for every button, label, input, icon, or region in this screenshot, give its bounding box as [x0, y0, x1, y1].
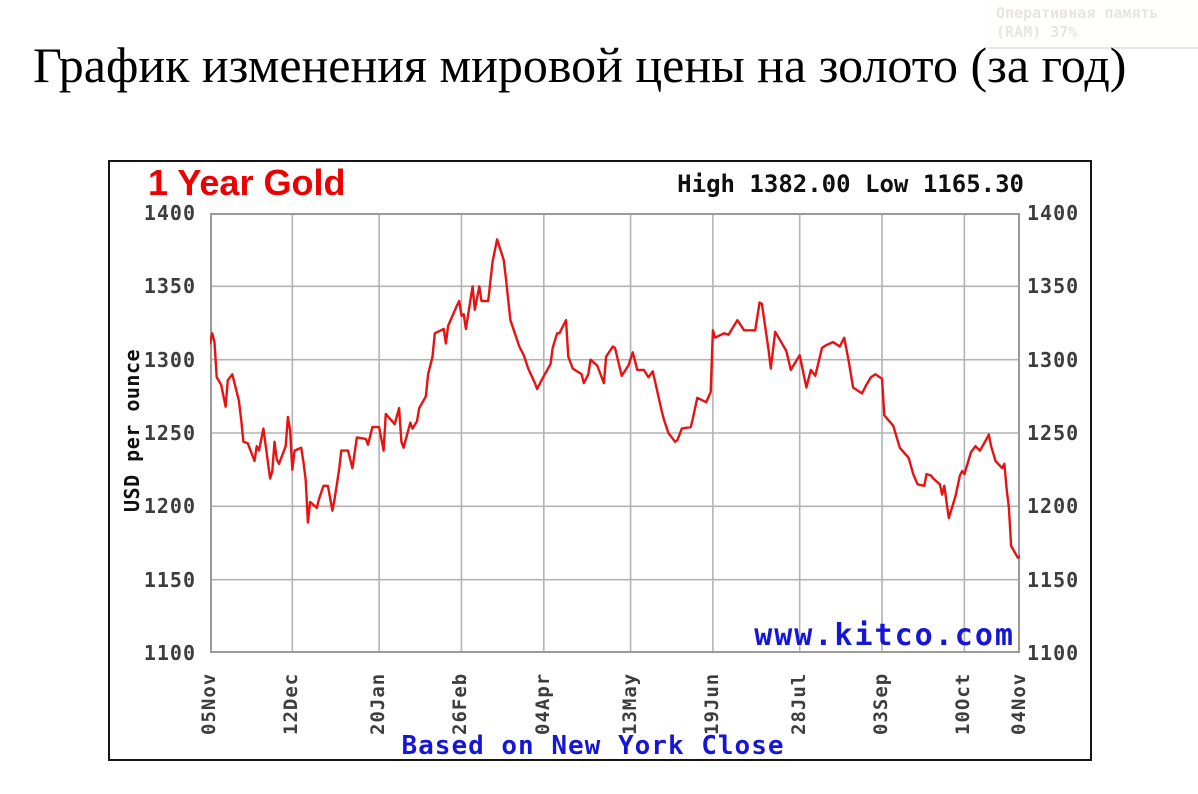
gold-price-plot	[210, 213, 1020, 653]
y-axis-tick-label: 1400	[1027, 201, 1080, 225]
page-title: График изменения мировой цены на золото …	[33, 37, 1127, 93]
x-axis-tick-label: 28Jul	[787, 672, 810, 735]
y-axis-tick-label: 1400	[143, 201, 196, 225]
y-axis-tick-label: 1150	[143, 567, 196, 592]
x-axis-tick-label: 03Sep	[870, 672, 893, 735]
y-axis-tick-label: 1200	[143, 494, 196, 519]
low-value: 1165.30	[922, 170, 1024, 198]
x-axis-tick-label: 20Jan	[367, 672, 390, 735]
high-low-readout: High 1382.00 Low 1165.30	[677, 170, 1024, 198]
gold-price-line	[210, 238, 1020, 559]
ram-tooltip-line2: (RAM) 37%	[996, 23, 1078, 41]
y-axis-tick-label: 1350	[143, 274, 196, 299]
ram-tooltip-line1: Оперативная память	[996, 4, 1159, 22]
y-axis-tick-label: 1350	[1027, 274, 1080, 299]
x-axis-tick-label: 05Nov	[198, 672, 220, 735]
y-axis-tick-label: 1100	[1027, 641, 1080, 665]
y-axis-tick-label: 1200	[1027, 494, 1080, 519]
plot-border	[210, 213, 1020, 653]
y-axis-tick-label: 1100	[143, 641, 196, 665]
y-axis-tick-label: 1250	[143, 421, 196, 445]
kitco-watermark: www.kitco.com	[754, 618, 1015, 653]
y-axis-tick-label: 1300	[1027, 347, 1080, 372]
plot-area: www.kitco.com	[210, 213, 1020, 653]
x-axis-tick-label: 19Jun	[700, 672, 723, 735]
y-axis-tick-label: 1250	[1027, 421, 1080, 445]
x-axis-tick-label: 04Nov	[1008, 672, 1030, 735]
y-axis-tick-label: 1150	[1027, 567, 1080, 592]
low-label: Low	[865, 170, 909, 198]
chart-title: 1 Year Gold	[148, 162, 346, 203]
ram-usage-tooltip: Оперативная память (RAM) 37%	[988, 0, 1198, 49]
high-label: High	[677, 170, 735, 198]
x-axis-tick-label: 26Feb	[449, 672, 472, 735]
x-axis-tick-label: 10Oct	[952, 672, 975, 735]
gold-chart-frame: 1 Year Gold High 1382.00 Low 1165.30 USD…	[108, 160, 1092, 761]
x-axis-tick-label: 13May	[618, 672, 641, 735]
high-value: 1382.00	[749, 170, 851, 198]
x-axis-tick-label: 04Apr	[531, 672, 554, 735]
x-axis-tick-label: 12Dec	[280, 672, 303, 735]
y-axis-tick-label: 1300	[143, 347, 196, 372]
chart-footer: Based on New York Close	[401, 731, 785, 761]
